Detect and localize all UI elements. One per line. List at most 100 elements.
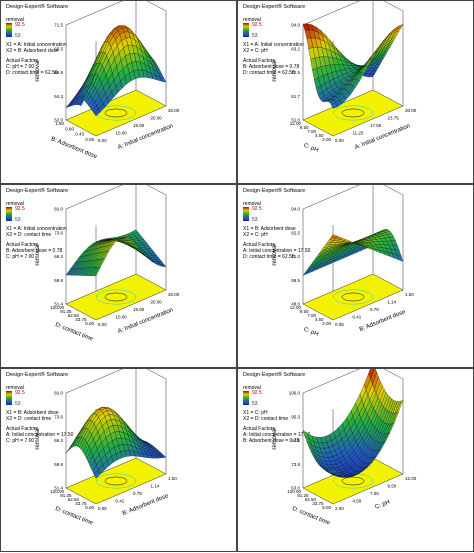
legend-title: removal (6, 385, 24, 391)
x-tick-label: 1.14 (388, 300, 397, 305)
x-tick-label: 0.05 (98, 506, 107, 511)
x-tick-label: 9.50 (388, 484, 397, 489)
x-tick-label: 30.00 (168, 292, 180, 297)
axis-box-edge (302, 1, 360, 26)
contour-floor (302, 273, 404, 321)
factor-info: X1 = A: Initial concentration X2 = B: Ads… (6, 42, 67, 76)
x-tick-label: 0.41 (353, 315, 362, 320)
axis-box-edge (383, 1, 404, 12)
factor-info: X1 = A: Initial concentration X2 = C: pH A… (243, 42, 304, 76)
color-scale-bar (243, 391, 249, 405)
software-header: Design-Expert® Software (6, 4, 69, 10)
x-axis-label: A: Initial concentration (117, 307, 174, 335)
actual-factor: A: Initial concentration = 17.50 (243, 248, 311, 254)
x2-factor: X2 = D: contact time (6, 232, 52, 238)
y-tick-label: 33.75 (75, 317, 87, 322)
axis-box-edge (383, 369, 404, 380)
x1-factor: X1 = B: Adsorbent dose (6, 410, 59, 416)
y-tick-label: 120.00 (287, 489, 301, 494)
axis-box-edge (146, 1, 167, 12)
y-axis-label: C: pH (303, 327, 319, 338)
surface-panel: Design-Expert® Software removal 92.5 53 X1 =… (237, 184, 474, 368)
surface-cell (93, 469, 101, 479)
axis-box-edge (146, 185, 167, 196)
surface-panel: Design-Expert® Software removal 92.5 53 X1 =… (0, 368, 237, 552)
color-scale-min: 53 (252, 33, 258, 39)
actual-factors-title: Actual Factors (243, 426, 275, 432)
z-tick-label: 52.0 (54, 118, 63, 123)
y-tick-label: 1.50 (55, 121, 64, 126)
z-tick-label: 81.0 (54, 391, 63, 396)
z-tick-label: 73.8 (291, 462, 300, 467)
y-tick-label: 9.50 (300, 309, 309, 314)
actual-factor: D: contact time = 62.50 (243, 70, 295, 76)
y-tick-label: 5.00 (85, 505, 94, 510)
y-tick-label: 4.50 (315, 317, 324, 322)
x-tick-label: 10.00 (116, 131, 128, 136)
color-scale-min: 53 (15, 217, 21, 223)
x-tick-label: 12.00 (405, 476, 417, 481)
legend-title: removal (6, 17, 24, 23)
contour-line (341, 476, 365, 486)
x-tick-label: 2.00 (335, 506, 344, 511)
z-tick-label: 58.8 (54, 462, 63, 467)
contour-floor (65, 457, 167, 505)
x-tick-label: 5.00 (98, 322, 107, 327)
x-tick-label: 0.78 (133, 491, 142, 496)
axis-box-edge (146, 369, 167, 380)
x-tick-label: 30.00 (405, 108, 417, 113)
z-tick-label: 63.0 (291, 486, 300, 491)
z-tick-label: 73.6 (54, 230, 63, 235)
software-header: Design-Expert® Software (243, 4, 306, 10)
z-tick-label: 66.2 (54, 254, 63, 259)
color-scale-max: 92.5 (15, 206, 25, 212)
surface-cell (330, 468, 338, 474)
z-axis-label: removal (35, 60, 41, 81)
contour-floor (302, 89, 404, 137)
factor-info: X1 = B: Adsorbent dose X2 = C: pH Actual F… (243, 226, 310, 260)
color-scale-bar (6, 23, 12, 37)
surface-cell (330, 234, 338, 239)
surface-cell (93, 108, 101, 117)
y-tick-label: 7.00 (307, 313, 316, 318)
x-tick-label: 23.75 (388, 116, 400, 121)
color-scale-max: 92.5 (252, 206, 262, 212)
actual-factor: D: contact time = 62.50 (6, 70, 58, 76)
x-axis-label: A: Initial concentration (117, 123, 174, 151)
z-tick-label: 94.0 (291, 23, 300, 28)
z-tick-label: 65.5 (54, 46, 63, 51)
x-tick-label: 30.00 (168, 108, 180, 113)
color-scale-bar (6, 207, 12, 221)
z-tick-label: 106.0 (289, 391, 301, 396)
y-tick-label: 120.00 (50, 305, 64, 310)
software-header: Design-Expert® Software (6, 188, 69, 194)
x-tick-label: 11.25 (353, 131, 364, 136)
software-header: Design-Expert® Software (243, 188, 306, 194)
actual-factor: C: pH = 7.00 (6, 64, 35, 70)
actual-factors-title: Actual Factors (6, 58, 38, 64)
contour-line (95, 473, 137, 489)
contour-line (104, 292, 128, 302)
contour-line (104, 476, 128, 486)
factor-info: X1 = C: pH X2 = D: contact time Actual Fac… (243, 410, 310, 444)
x1-factor: X1 = C: pH (243, 410, 268, 416)
z-axis-label: removal (272, 244, 278, 265)
contour-line (95, 289, 137, 305)
contour-floor (65, 89, 167, 137)
y-tick-label: 7.00 (307, 129, 316, 134)
z-tick-label: 84.5 (291, 438, 300, 443)
z-tick-label: 95.3 (291, 414, 300, 419)
color-scale-min: 53 (252, 401, 258, 407)
x-axis-label: A: Initial concentration (354, 123, 411, 151)
x2-factor: X2 = C: pH (243, 48, 268, 54)
x-tick-label: 17.50 (370, 123, 382, 128)
x2-factor: X2 = D: contact time (6, 416, 52, 422)
y-tick-label: 62.50 (305, 497, 317, 502)
z-tick-label: 51.0 (291, 118, 300, 123)
x-tick-label: 1.14 (151, 484, 160, 489)
surface-chart: 106.0 95.3 84.5 73.8 63.0 2.00 4.50 7.00 9.50 12.… (272, 369, 417, 527)
contour-line (332, 105, 374, 121)
z-tick-label: 54.3 (54, 94, 63, 99)
actual-factor: B: Adsorbent dose = 0.78 (243, 64, 300, 70)
y-tick-label: 62.50 (68, 313, 80, 318)
